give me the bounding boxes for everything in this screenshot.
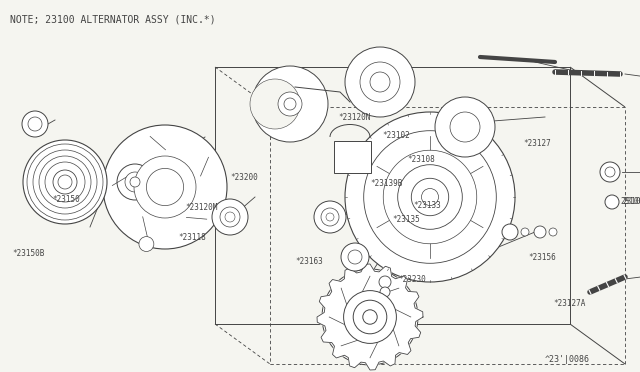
Circle shape (212, 199, 248, 235)
Polygon shape (317, 264, 423, 370)
Circle shape (435, 97, 495, 157)
Text: *23156: *23156 (528, 253, 556, 262)
Text: *23120M: *23120M (185, 202, 218, 212)
Circle shape (363, 310, 377, 324)
Text: *23102: *23102 (382, 131, 410, 140)
Text: *23230: *23230 (398, 276, 426, 285)
Circle shape (353, 300, 387, 334)
Text: *23133: *23133 (413, 201, 441, 209)
Circle shape (370, 72, 390, 92)
Text: ^23'|0086: ^23'|0086 (545, 355, 590, 364)
Text: *23120N: *23120N (338, 113, 371, 122)
Circle shape (130, 177, 140, 187)
Text: NOTE; 23100 ALTERNATOR ASSY (INC.*): NOTE; 23100 ALTERNATOR ASSY (INC.*) (10, 14, 216, 24)
Text: *23108: *23108 (407, 155, 435, 164)
Circle shape (225, 212, 235, 222)
Circle shape (341, 243, 369, 271)
Text: *23150: *23150 (52, 196, 80, 205)
Circle shape (53, 170, 77, 194)
Circle shape (364, 131, 496, 263)
Text: *23127: *23127 (523, 138, 551, 148)
Text: *23139B: *23139B (370, 179, 403, 187)
Circle shape (502, 224, 518, 240)
Circle shape (284, 98, 296, 110)
Circle shape (600, 162, 620, 182)
Text: *23200: *23200 (230, 173, 258, 183)
Circle shape (134, 156, 196, 218)
Text: *23135: *23135 (392, 215, 420, 224)
Circle shape (345, 47, 415, 117)
Circle shape (412, 178, 449, 216)
Text: 23100C: 23100C (622, 198, 640, 206)
Circle shape (117, 164, 153, 200)
FancyBboxPatch shape (334, 141, 371, 173)
Circle shape (220, 207, 240, 227)
Circle shape (422, 189, 438, 205)
Text: *23118: *23118 (178, 232, 205, 241)
Circle shape (321, 208, 339, 226)
Circle shape (250, 79, 300, 129)
Text: 23100C: 23100C (620, 198, 640, 206)
Circle shape (278, 92, 302, 116)
Circle shape (360, 62, 400, 102)
Circle shape (379, 276, 391, 288)
Circle shape (314, 201, 346, 233)
Text: *23163: *23163 (295, 257, 323, 266)
Text: *23127A: *23127A (553, 298, 586, 308)
Circle shape (28, 117, 42, 131)
Circle shape (345, 112, 515, 282)
Circle shape (605, 167, 615, 177)
Circle shape (521, 228, 529, 236)
Circle shape (103, 125, 227, 249)
Circle shape (22, 111, 48, 137)
Circle shape (252, 66, 328, 142)
Circle shape (383, 150, 477, 244)
Circle shape (139, 237, 154, 251)
Text: *23150B: *23150B (12, 250, 44, 259)
Circle shape (605, 195, 619, 209)
Circle shape (549, 228, 557, 236)
Circle shape (322, 269, 418, 365)
Circle shape (397, 165, 462, 229)
Circle shape (344, 291, 396, 343)
Circle shape (450, 112, 480, 142)
Circle shape (125, 172, 145, 192)
Circle shape (23, 140, 107, 224)
Circle shape (348, 250, 362, 264)
Circle shape (380, 287, 390, 297)
Circle shape (58, 175, 72, 189)
Circle shape (534, 226, 546, 238)
Circle shape (326, 213, 334, 221)
Circle shape (147, 169, 184, 206)
